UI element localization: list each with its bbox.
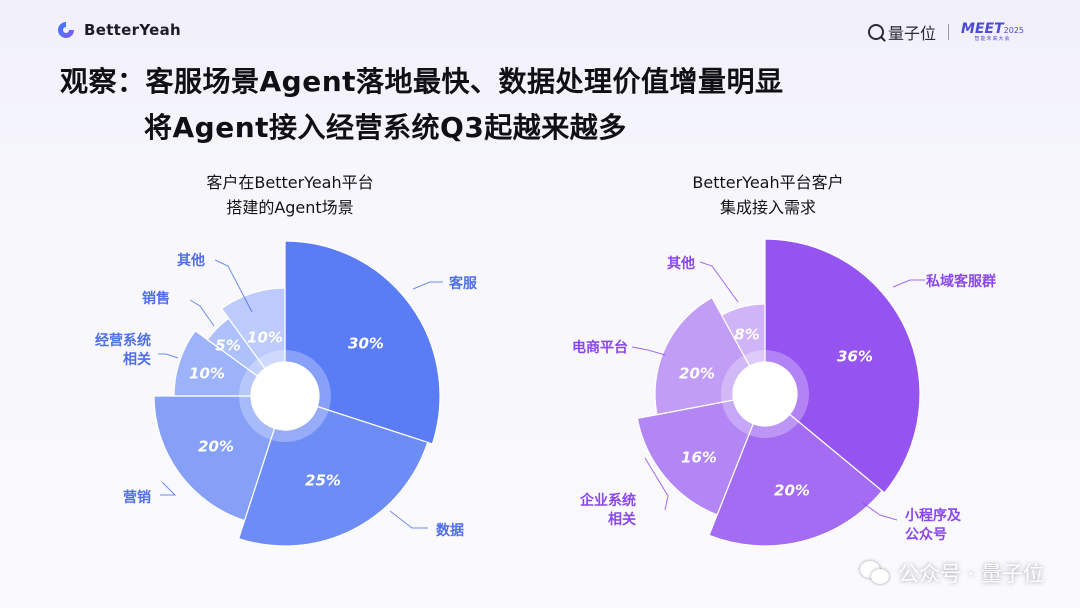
chart-left-callout-line-2 bbox=[160, 481, 177, 496]
chart-right-callout-line-3 bbox=[631, 346, 666, 356]
chart-right-value-label-3: 20% bbox=[679, 365, 715, 383]
chart-right-callout-line-0 bbox=[892, 279, 925, 288]
chart-left-value-label-5: 10% bbox=[247, 329, 283, 347]
chart-right-callout-line-2 bbox=[644, 457, 669, 511]
chart-left-title-line1: 客户在BetterYeah平台 bbox=[206, 173, 374, 192]
event-year: 2025 bbox=[1003, 26, 1024, 35]
qbit-logo: 量子位 bbox=[868, 20, 936, 44]
watermark-text: 公众号 · 量子位 bbox=[897, 562, 1044, 586]
chart-right-value-label-4: 8% bbox=[734, 326, 759, 344]
chart-left-category-label-5: 其他 bbox=[177, 252, 205, 269]
chart-right-value-label-0: 36% bbox=[837, 348, 873, 366]
chart-right-value-label-1: 20% bbox=[774, 482, 810, 500]
chart-right-callout-line-4 bbox=[699, 261, 739, 303]
chart-left-category-label-1: 数据 bbox=[436, 522, 464, 539]
chart-left-category-label-2: 营销 bbox=[123, 489, 151, 506]
chart-left-callout-line-0 bbox=[412, 281, 443, 290]
chart-right-category-label-2: 企业系统相关 bbox=[579, 492, 636, 528]
chart-right-category-label-3: 电商平台 bbox=[572, 339, 628, 356]
chart-left-center bbox=[251, 362, 319, 430]
page-title-line2: 将Agent接入经营系统Q3起越来越多 bbox=[144, 111, 627, 144]
chart-right-title: BetterYeah平台客户 集成接入需求 bbox=[618, 170, 918, 220]
chart-right-callout-line-1 bbox=[862, 502, 898, 521]
chart-right-title-line2: 集成接入需求 bbox=[719, 198, 816, 217]
chart-left-callout-line-1 bbox=[389, 510, 428, 529]
divider bbox=[948, 24, 950, 40]
chart-right-category-label-1: 小程序及公众号 bbox=[905, 507, 962, 543]
partner-logos: 量子位 MEET2025 智能未来大会 bbox=[868, 20, 1024, 44]
chart-right-category-label-0: 私域客服群 bbox=[926, 273, 996, 290]
chart-left-callout-line-4 bbox=[189, 299, 215, 327]
chart-left-value-label-1: 25% bbox=[305, 472, 341, 490]
event-subtitle: 智能未来大会 bbox=[974, 36, 1011, 42]
brand-logo: BetterYeah bbox=[56, 20, 181, 40]
wechat-icon bbox=[859, 561, 890, 585]
chart-right-center bbox=[733, 362, 797, 426]
betteryeah-logo-icon bbox=[58, 22, 74, 38]
chart-left-category-label-4: 销售 bbox=[142, 290, 170, 307]
chart-left-value-label-0: 30% bbox=[348, 335, 384, 353]
chart-left-category-label-0: 客服 bbox=[448, 275, 478, 292]
chart-left-value-label-4: 5% bbox=[215, 337, 240, 355]
page-title-line1: 观察：客服场景Agent落地最快、数据处理价值增量明显 bbox=[60, 65, 784, 98]
chart-left-callout-line-3 bbox=[158, 353, 179, 359]
chart-left-title: 客户在BetterYeah平台 搭建的Agent场景 bbox=[140, 170, 440, 220]
event-name: MEET bbox=[961, 21, 1004, 37]
chart-left-category-label-3: 经营系统相关 bbox=[95, 332, 151, 368]
chart-left-title-line2: 搭建的Agent场景 bbox=[226, 198, 354, 217]
chart-left-value-label-3: 10% bbox=[189, 365, 225, 383]
chart-right-title-line1: BetterYeah平台客户 bbox=[692, 173, 844, 192]
brand-name: BetterYeah bbox=[84, 21, 181, 39]
watermark: 公众号 · 量子位 bbox=[859, 558, 1044, 588]
chart-left-callout-line-5 bbox=[214, 259, 253, 313]
partner-name: 量子位 bbox=[888, 24, 937, 43]
chart-right-value-label-2: 16% bbox=[681, 449, 717, 467]
chart-left-value-label-2: 20% bbox=[198, 438, 234, 456]
meet-logo: MEET2025 智能未来大会 bbox=[961, 22, 1024, 42]
chart-right-category-label-4: 其他 bbox=[667, 255, 695, 272]
qbit-logo-icon bbox=[868, 24, 885, 40]
